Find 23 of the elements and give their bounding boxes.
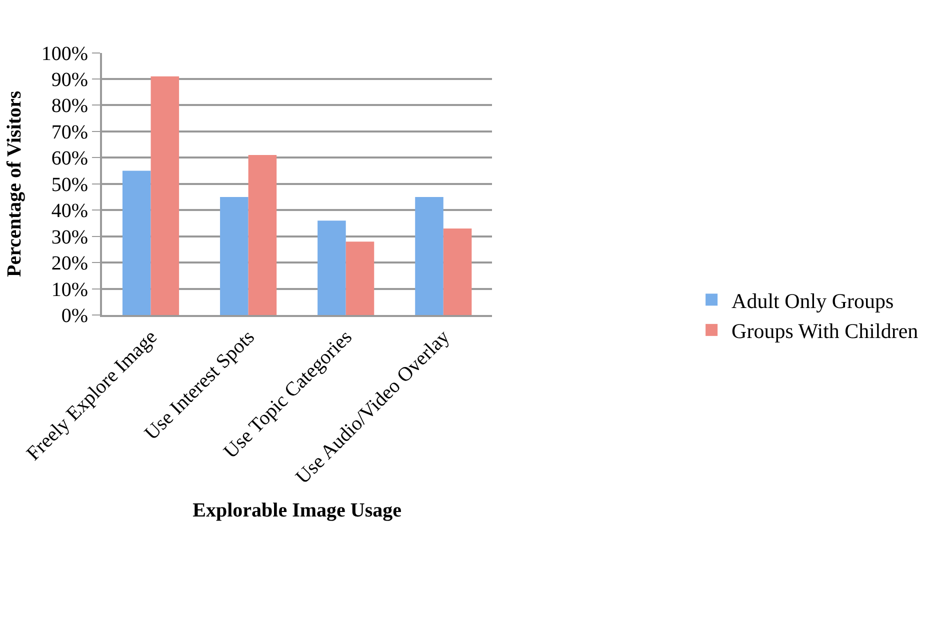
y-axis-title: Percentage of Visitors xyxy=(3,90,26,278)
bar xyxy=(318,220,346,315)
legend-label: Groups With Children xyxy=(732,319,919,344)
x-axis-title: Explorable Image Usage xyxy=(192,499,402,522)
y-tick-label: 0% xyxy=(61,305,88,327)
bar xyxy=(415,197,444,315)
y-tick-label: 10% xyxy=(51,278,88,301)
y-tick-label: 40% xyxy=(51,200,88,222)
bar xyxy=(220,197,248,315)
y-tick-label: 60% xyxy=(51,148,88,170)
legend-label: Adult Only Groups xyxy=(732,288,894,313)
y-tick-label: 50% xyxy=(51,174,88,196)
y-tick-label: 100% xyxy=(41,42,88,65)
y-tick-label: 90% xyxy=(51,69,88,92)
bar xyxy=(346,242,374,315)
y-tick-label: 80% xyxy=(51,95,88,118)
bar xyxy=(248,155,277,315)
bar xyxy=(150,76,180,315)
y-tick-label: 20% xyxy=(51,252,88,275)
bar xyxy=(122,170,151,315)
y-tick-label: 70% xyxy=(51,121,88,144)
bar xyxy=(443,228,472,315)
y-tick-label: 30% xyxy=(51,226,88,248)
